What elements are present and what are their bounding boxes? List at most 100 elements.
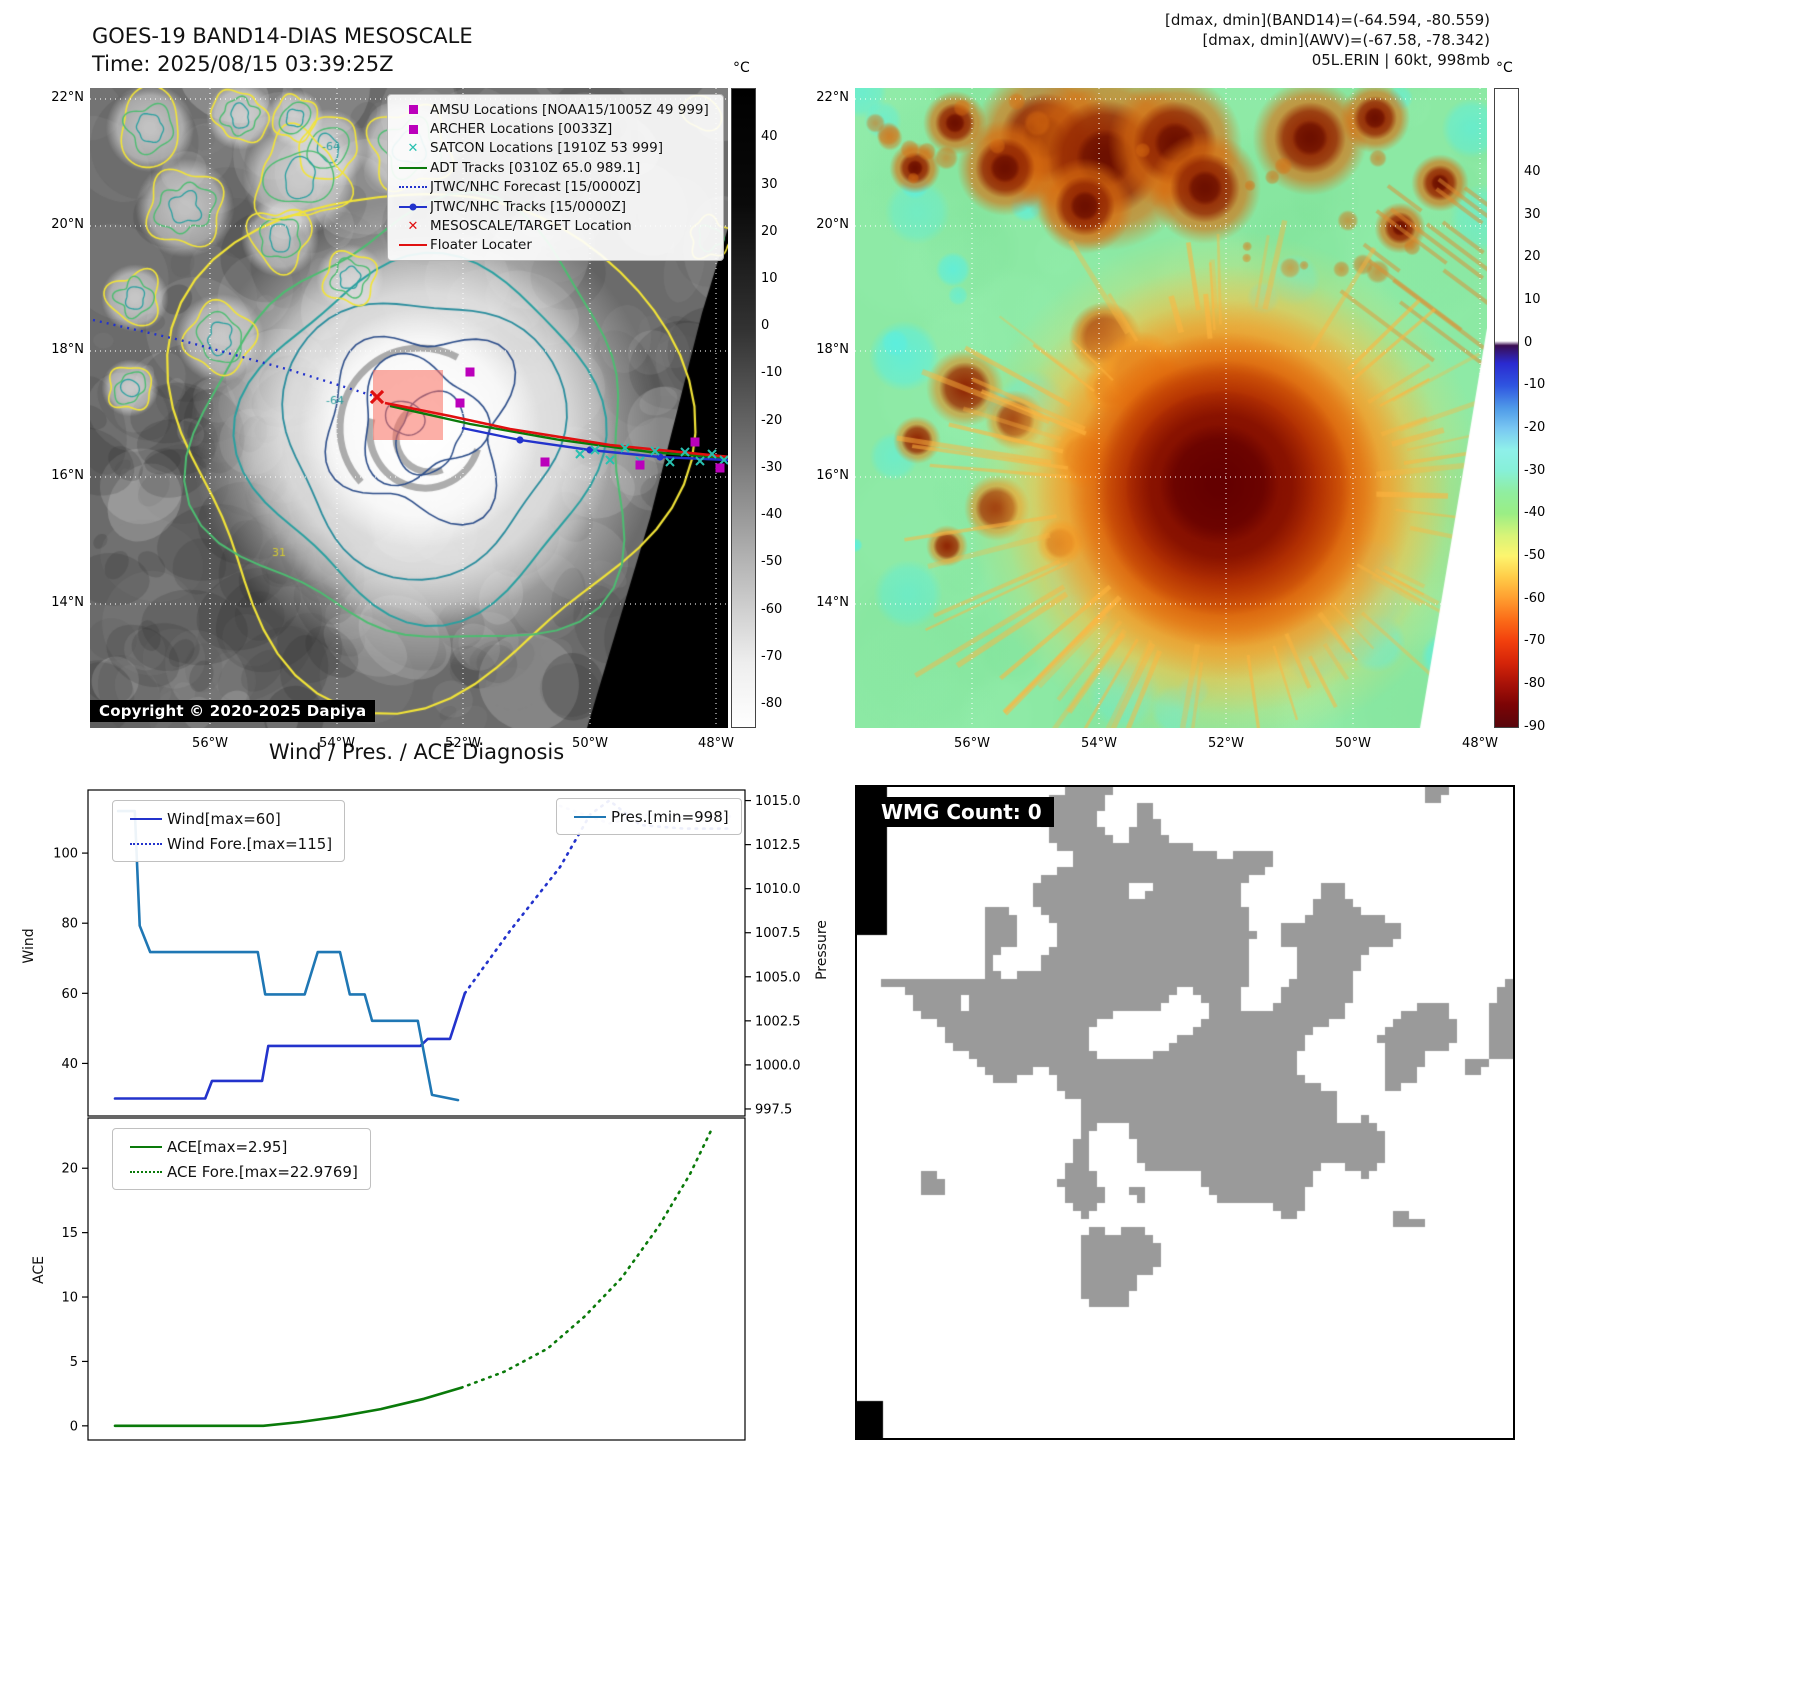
legend-item-label: AMSU Locations [NOAA15/1005Z 49 999] xyxy=(430,101,709,118)
dmax-dmin-awv: [dmax, dmin](AWV)=(-67.58, -78.342) xyxy=(1202,31,1490,49)
legend-item-label: SATCON Locations [1910Z 53 999] xyxy=(430,140,663,157)
wmg-count-label: WMG Count: 0 xyxy=(869,797,1054,827)
lat-label: 22°N xyxy=(51,90,84,105)
band14-time-label: Time: 2025/08/15 03:39:25Z xyxy=(92,52,394,76)
band14-colorbar xyxy=(731,88,756,728)
lat-label: 18°N xyxy=(51,342,84,357)
solid-line-icon xyxy=(569,815,611,818)
colorbar-tick: -30 xyxy=(1524,462,1546,478)
colorbar-tick: -50 xyxy=(1524,548,1546,564)
satcon-marker xyxy=(719,455,728,465)
colorbar-tick: 40 xyxy=(1524,163,1541,179)
lat-label: 14°N xyxy=(816,595,849,610)
y-tick-label: 10 xyxy=(61,1291,78,1306)
lon-label: 48°W xyxy=(1462,736,1498,751)
satcon-marker xyxy=(707,449,717,459)
line-marker-icon xyxy=(396,166,430,169)
storm-stats-header: [dmax, dmin](BAND14)=(-64.594, -80.559) … xyxy=(1000,10,1490,70)
x-marker-icon: ✕ xyxy=(407,218,419,234)
series-wind-fore-max-115- xyxy=(463,799,735,995)
chart-legend-item: Wind Fore.[max=115] xyxy=(125,831,332,856)
y-tick-label: 15 xyxy=(61,1226,78,1241)
y-tick-label: 100 xyxy=(53,847,78,862)
y-tick-label: 1012.5 xyxy=(755,838,801,853)
amsu-marker xyxy=(715,463,725,473)
chart-legend-label: Pres.[min=998] xyxy=(611,807,729,826)
colorbar-tick: -80 xyxy=(761,696,783,712)
diagnosis-title: Wind / Pres. / ACE Diagnosis xyxy=(268,740,565,764)
lon-label: 52°W xyxy=(1208,736,1244,751)
lon-label: 50°W xyxy=(572,736,608,751)
line-marker-icon xyxy=(396,186,430,189)
lon-label: 54°W xyxy=(319,736,355,751)
colorbar-tick: -40 xyxy=(1524,505,1546,521)
chart-legend: Wind[max=60] Wind Fore.[max=115] xyxy=(112,800,346,862)
floater-line xyxy=(384,401,728,459)
legend-item-label: ADT Tracks [0310Z 65.0 989.1] xyxy=(430,159,641,176)
colorbar-tick: -10 xyxy=(1524,377,1546,393)
series-wind-max-60- xyxy=(113,992,467,1100)
band14-map-panel: AMSU Locations [NOAA15/1005Z 49 999] ARCH… xyxy=(90,88,728,728)
colorbar-tick: 20 xyxy=(761,223,778,239)
y-tick-label: 20 xyxy=(61,1162,78,1177)
lat-label: 20°N xyxy=(816,217,849,232)
chart-legend: ACE[max=2.95] ACE Fore.[max=22.9769] xyxy=(112,1128,371,1190)
legend-item-label: Floater Locater xyxy=(430,237,532,254)
solid-line-icon xyxy=(125,1145,167,1148)
y-tick-label: 40 xyxy=(61,1057,78,1072)
satcon-marker xyxy=(665,457,675,467)
y-tick-label: 1000.0 xyxy=(755,1058,801,1073)
band14-title: GOES-19 BAND14-DIAS MESOSCALE xyxy=(92,24,473,48)
storm-id-intensity: 05L.ERIN | 60kt, 998mb xyxy=(1311,51,1490,69)
colorbar-tick: 10 xyxy=(761,270,778,286)
legend-item: Floater Locater xyxy=(396,236,715,255)
satcon-marker xyxy=(590,445,600,455)
legend-item: AMSU Locations [NOAA15/1005Z 49 999] xyxy=(396,100,715,119)
awv-colorbar xyxy=(1494,88,1519,728)
lat-label: 18°N xyxy=(816,342,849,357)
series-ace-fore-max-22-9769- xyxy=(459,1128,713,1390)
lon-label: 56°W xyxy=(954,736,990,751)
colorbar-tick: -60 xyxy=(1524,590,1546,606)
colorbar-tick: 0 xyxy=(761,318,770,334)
lon-label: 48°W xyxy=(698,736,734,751)
solid-line-icon xyxy=(125,817,167,820)
y-tick-label: 997.5 xyxy=(755,1102,792,1117)
colorbar-tick: -80 xyxy=(1524,676,1546,692)
line-marker-icon xyxy=(396,203,430,211)
y-tick-label: 5 xyxy=(70,1355,78,1370)
lat-label: 22°N xyxy=(816,90,849,105)
square-marker-icon xyxy=(396,124,430,134)
colorbar-tick: -30 xyxy=(761,459,783,475)
lat-label: 16°N xyxy=(51,468,84,483)
copyright-label: Copyright © 2020-2025 Dapiya xyxy=(90,700,376,722)
jtwc-track-point xyxy=(516,436,524,444)
colorbar-tick: 40 xyxy=(761,129,778,145)
band14-title-block: GOES-19 BAND14-DIAS MESOSCALE Time: 2025… xyxy=(92,22,473,78)
y-tick-label: 60 xyxy=(61,987,78,1002)
x-marker-icon: ✕ xyxy=(407,140,419,156)
chart-legend-label: ACE Fore.[max=22.9769] xyxy=(167,1162,358,1181)
satcon-marker xyxy=(575,449,585,459)
colorbar-tick: 10 xyxy=(1524,291,1541,307)
legend-item: ✕ SATCON Locations [1910Z 53 999] xyxy=(396,139,715,158)
awv-grid-overlay xyxy=(855,88,1487,728)
wmg-panel: WMG Count: 0 xyxy=(855,785,1515,1440)
y-tick-label: 80 xyxy=(61,917,78,932)
colorbar-tick: -60 xyxy=(761,601,783,617)
lat-label: 20°N xyxy=(51,217,84,232)
y-tick-label: 1010.0 xyxy=(755,882,801,897)
lon-label: 54°W xyxy=(1081,736,1117,751)
jtwc-forecast-line xyxy=(92,318,378,399)
satcon-marker xyxy=(605,455,615,465)
mesoscale-target-marker xyxy=(369,389,385,405)
colorbar-tick: -40 xyxy=(761,507,783,523)
awv-map-panel xyxy=(855,88,1487,728)
y-tick-label: 0 xyxy=(70,1419,78,1434)
lon-label: 52°W xyxy=(445,736,481,751)
colorbar-tick: -10 xyxy=(761,365,783,381)
satcon-marker xyxy=(680,447,690,457)
chart-legend-item: Wind[max=60] xyxy=(125,806,332,831)
band14-colorbar-unit: °C xyxy=(733,60,750,76)
